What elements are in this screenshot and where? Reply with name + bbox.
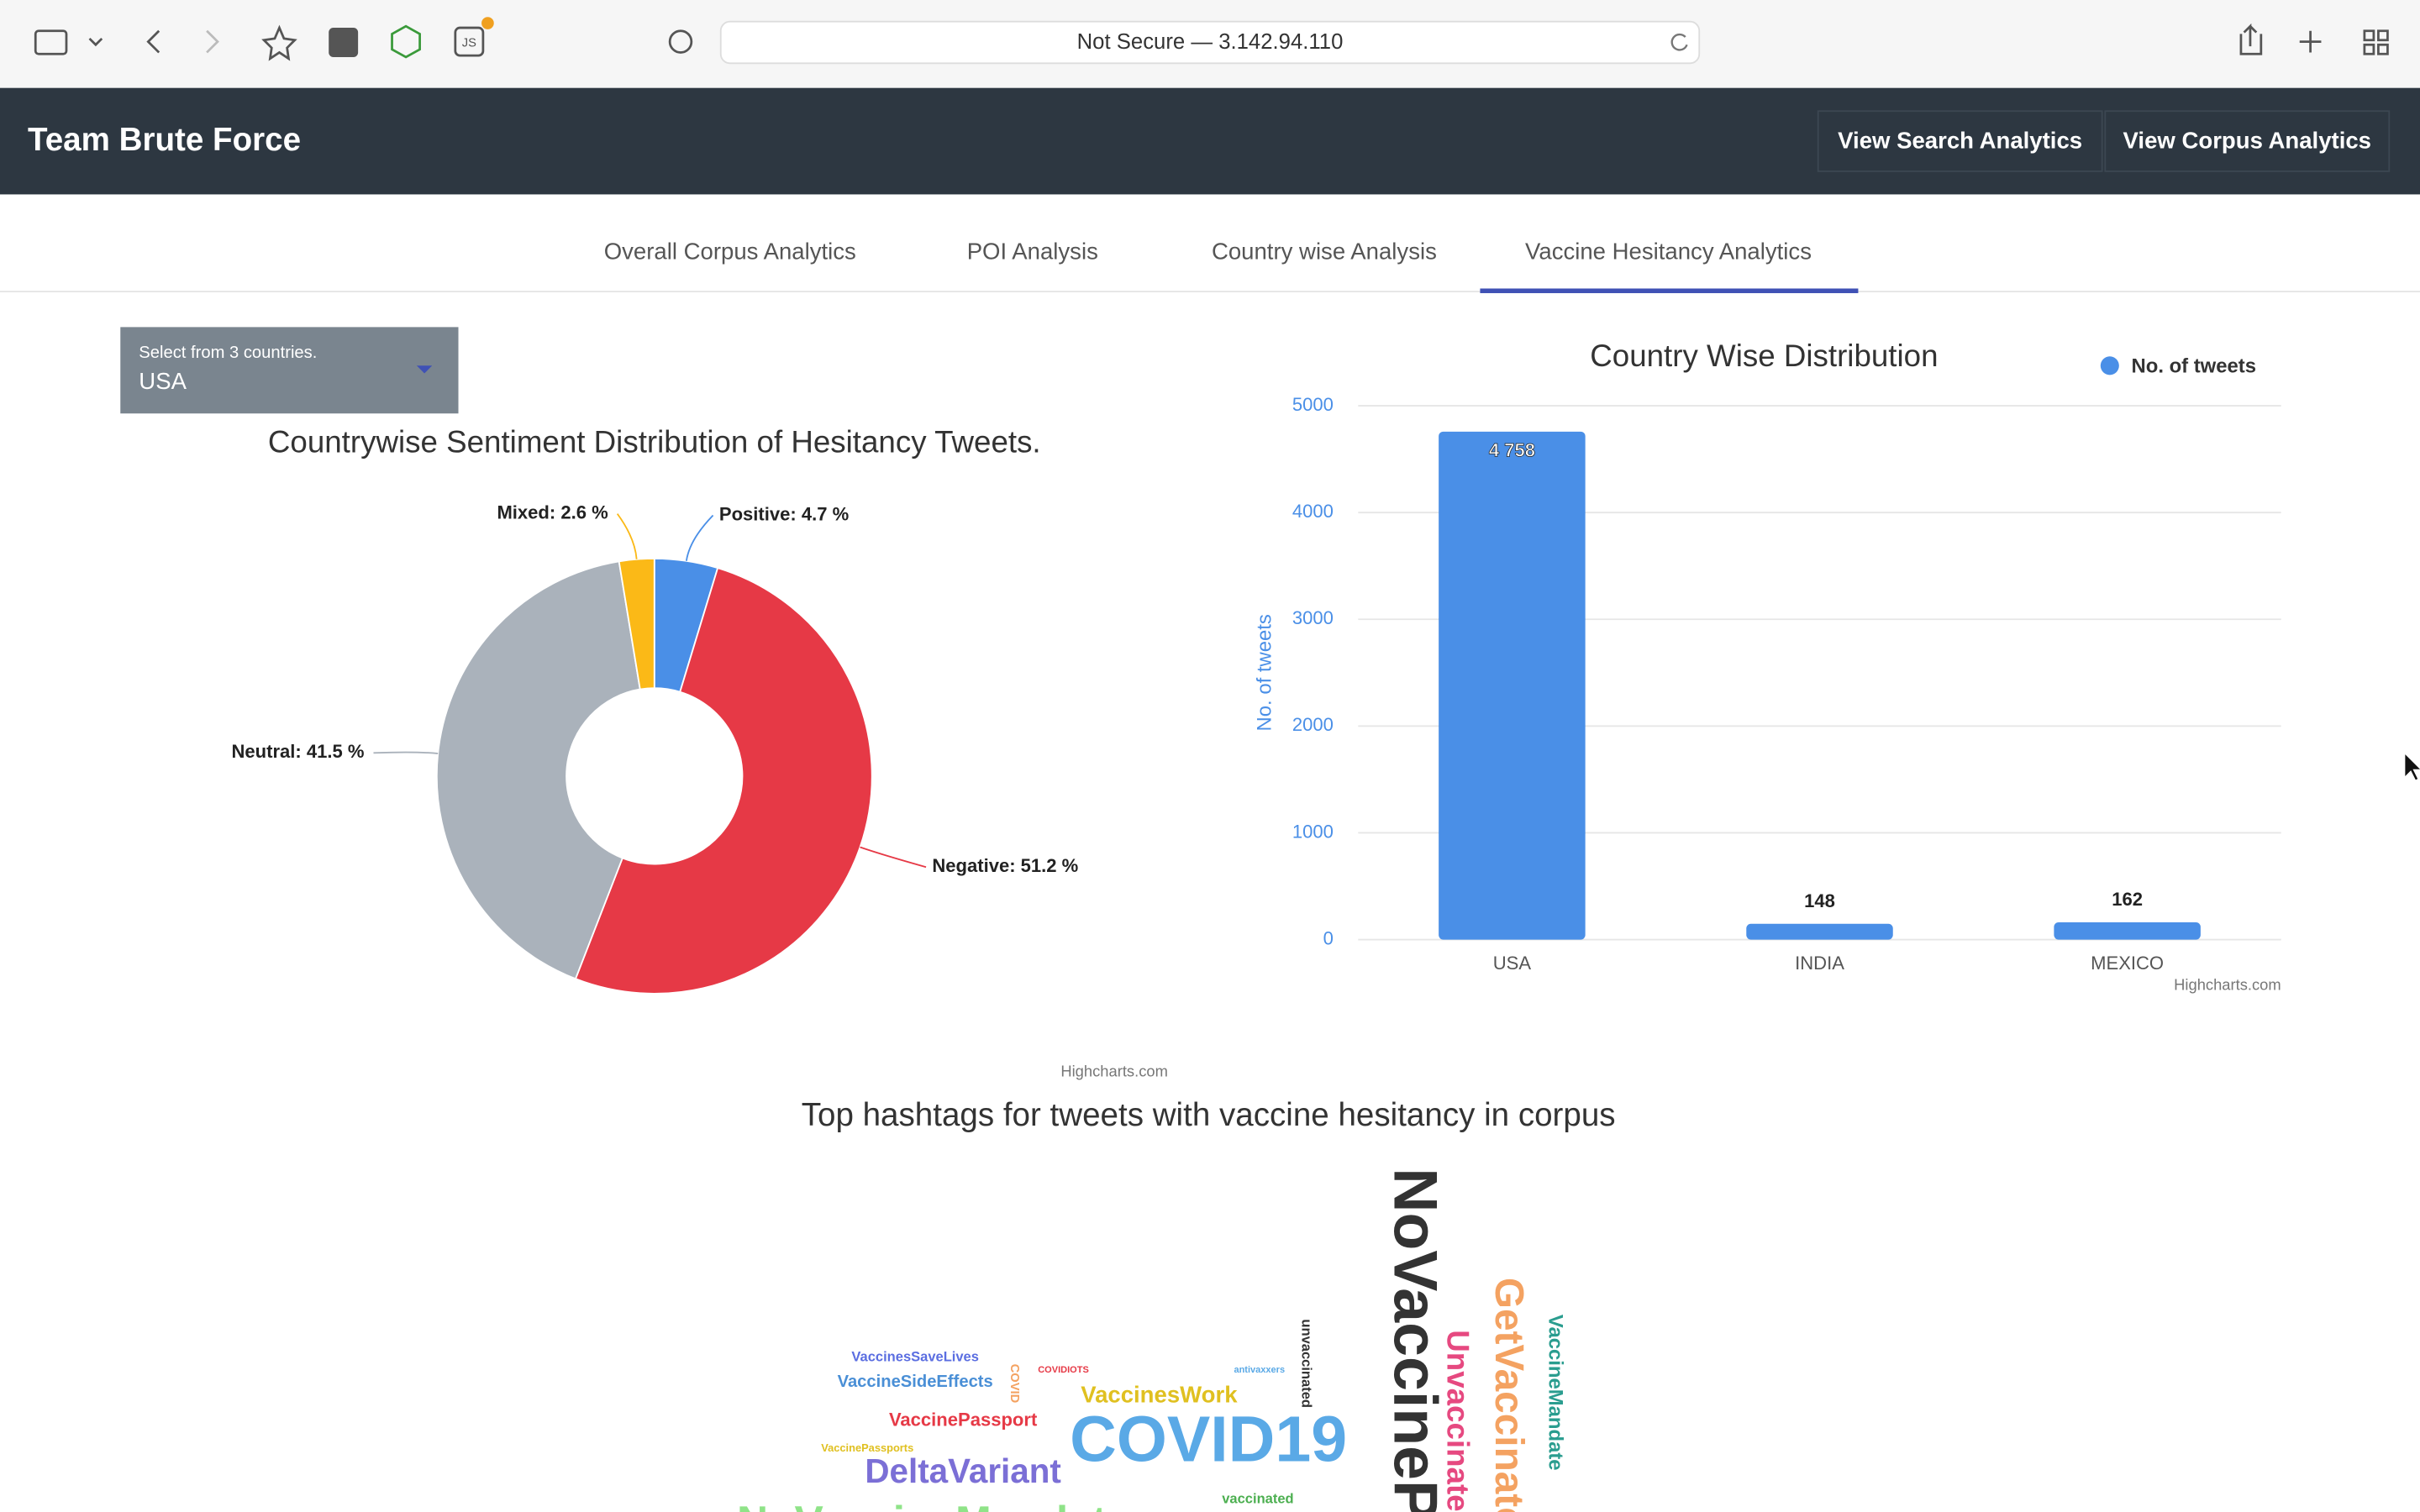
hashtag: VaccinesWork [1081,1382,1238,1408]
bar [2054,921,2201,940]
chart-title: Countrywise Sentiment Distribution of He… [268,425,1041,459]
data-label: 148 [1804,890,1835,911]
y-tick-label: 0 [1323,927,1334,948]
shield-icon[interactable] [668,29,693,54]
y-tick-label: 2000 [1292,714,1334,735]
active-tab-indicator [1480,288,1859,293]
data-label: 4 758 [1489,440,1535,461]
data-label: 162 [2112,889,2143,910]
mouse-cursor [2403,751,2420,782]
sidebar-icon[interactable] [34,29,68,55]
x-tick-label: INDIA [1795,953,1844,974]
reload-icon[interactable] [1670,33,1688,51]
hashtag: COVID [1007,1364,1021,1404]
bar [1746,923,1893,940]
y-tick-label: 3000 [1292,607,1334,628]
y-tick-label: 5000 [1292,394,1334,415]
app-header [0,87,2420,195]
y-tick-label: 4000 [1292,501,1334,522]
nav-button-label[interactable]: View Corpus Analytics [2123,127,2371,153]
extension-icon[interactable] [329,28,359,57]
tabs-icon[interactable] [2363,29,2389,55]
hashtag: vaccinated [1222,1491,1293,1507]
y-axis-title: No. of tweets [1253,614,1276,731]
select-value: USA [139,368,187,394]
hashtag: NoVaccinePas [1381,1168,1450,1512]
hashtag: unvaccinated [1299,1319,1315,1408]
legend-marker [2100,356,2119,375]
data-label: Neutral: 41.5 % [232,741,365,762]
y-tick-label: 1000 [1292,821,1334,842]
data-label: Negative: 51.2 % [932,855,1078,876]
hashtag: VaccinePassport [889,1409,1038,1430]
hashtag: NoVaccineMandate [737,1496,1131,1512]
x-tick-label: MEXICO [2091,953,2164,974]
back-icon[interactable] [146,29,160,54]
nav-button-label[interactable]: View Search Analytics [1838,127,2082,153]
hashtag: VaccineSideEffects [838,1373,993,1391]
hashtag: COVID19 [1070,1404,1347,1476]
label-connector [860,846,927,869]
x-tick-label: USA [1493,953,1532,974]
select-label: Select from 3 countries. [139,344,317,362]
wordcloud-title: Top hashtags for tweets with vaccine hes… [802,1097,1616,1133]
nav-button[interactable] [1817,110,2103,172]
data-label: Positive: 4.7 % [719,503,850,524]
hashtag: Unvaccinated [1440,1330,1475,1512]
tab[interactable]: Vaccine Hesitancy Analytics [1525,239,1812,265]
hashtag: VaccinesSaveLives [851,1349,979,1365]
pie-slice [618,557,655,690]
hashtag: antivaxxers [1234,1365,1285,1375]
warning-badge [481,17,494,29]
credits: Highcharts.com [1060,1062,1168,1079]
credits: Highcharts.com [2174,976,2281,994]
js-icon[interactable] [454,26,485,57]
app-title: Team Brute Force [28,122,301,158]
hashtag: DeltaVariant [865,1452,1060,1490]
forward-icon[interactable] [206,29,219,54]
js-label: JS [462,36,476,50]
pie-slice [435,560,641,980]
url: Not Secure — 3.142.94.110 [1077,30,1344,54]
legend-label: No. of tweets [2132,354,2256,377]
bar [1439,431,1586,940]
extension-icon[interactable] [391,24,421,59]
tab[interactable]: POI Analysis [967,239,1098,265]
bar-chart: Country Wise Distribution No. of tweets … [1253,339,2281,994]
select-arrow[interactable] [416,365,433,374]
new-tab-icon[interactable] [2299,30,2322,53]
label-connector [373,751,439,754]
nav-button[interactable] [2104,110,2391,172]
hashtag: GetVaccinate [1486,1278,1531,1512]
country-select[interactable] [120,327,459,414]
label-connector [616,513,638,559]
pie-chart: Countrywise Sentiment Distribution of He… [232,425,1168,1080]
wordcloud: NoVaccinePas GetVaccinate Unvaccinated Vacc… [737,1168,1566,1512]
tab[interactable]: Overall Corpus Analytics [604,239,856,265]
bookmark-icon[interactable] [261,24,297,61]
tab[interactable]: Country wise Analysis [1212,239,1437,265]
hashtag: VaccinePassports [821,1441,913,1454]
label-connector [685,514,714,561]
share-icon[interactable] [2239,23,2263,55]
pie-slice [574,566,873,995]
address-bar[interactable] [719,20,1701,65]
data-label: Mixed: 2.6 % [497,501,608,522]
chevron-icon[interactable] [88,37,103,47]
hashtag: VaccineMandate [1544,1315,1566,1471]
hashtag: COVIDIOTS [1038,1365,1089,1375]
chart-title: Country Wise Distribution [1590,339,1938,373]
